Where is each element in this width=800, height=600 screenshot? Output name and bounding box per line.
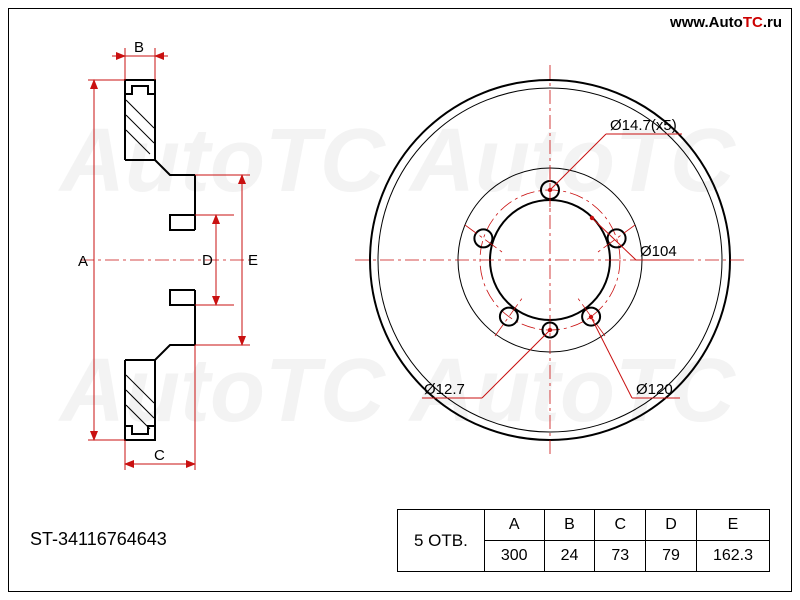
part-number: ST-34116764643 [30,529,167,550]
dim-label-d: D [202,252,213,269]
url-mid: Auto [709,14,743,31]
front-view: Ø14.7(x5) Ø104 Ø12.7 Ø120 [355,65,745,455]
cell: 24 [544,541,595,572]
callout-pcd: Ø120 [636,381,673,398]
side-view: A B C D E [78,40,258,470]
cell: 79 [646,541,697,572]
table-row: 5 ОТВ. A B C D E [398,510,770,541]
drawing-svg: A B C D E [20,40,780,480]
col-header: B [544,510,595,541]
cell: 162.3 [696,541,769,572]
col-header: E [696,510,769,541]
callout-pin: Ø12.7 [424,381,465,398]
url-suffix: .ru [763,14,782,31]
col-header: A [484,510,544,541]
cell: 73 [595,541,646,572]
dim-label-e: E [248,252,258,269]
dim-label-b: B [134,40,144,56]
site-url: www.AutoTC.ru [670,14,782,31]
col-header: D [646,510,697,541]
callout-bolt: Ø14.7(x5) [610,117,677,134]
dimension-table: 5 ОТВ. A B C D E 300 24 73 79 162.3 [397,509,770,572]
cell: 300 [484,541,544,572]
url-tc: TC [743,14,763,31]
url-prefix: www. [670,14,709,31]
holes-label: 5 ОТВ. [398,510,485,572]
dim-label-a: A [78,253,88,270]
col-header: C [595,510,646,541]
dim-label-c: C [154,447,165,464]
callout-hub: Ø104 [640,243,677,260]
